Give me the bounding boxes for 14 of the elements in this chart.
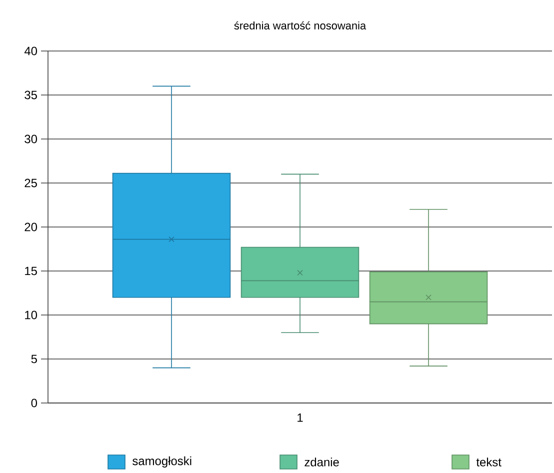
y-tick-label: 30 [24,134,38,144]
y-tick-label: 0 [31,398,38,408]
chart-title: średnia wartość nosowania [234,21,366,30]
y-tick-label: 40 [24,46,38,56]
legend-label: samogłoski [132,456,192,468]
y-tick-label: 25 [24,178,37,188]
x-tick-label: 1 [298,414,303,422]
y-tick-label: 10 [25,310,38,320]
y-tick-label: 35 [24,90,37,100]
y-tick-label: 20 [24,222,38,232]
legend-label: tekst [476,458,502,466]
y-tick-label: 5 [31,354,37,364]
y-tick-label: 15 [25,266,37,276]
legend-label: zdanie [304,458,339,466]
